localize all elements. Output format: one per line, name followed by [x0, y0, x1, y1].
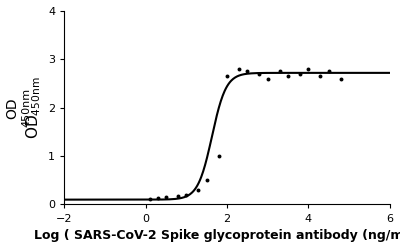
Text: OD: OD	[5, 97, 19, 119]
Point	[146, 197, 153, 201]
Y-axis label: $\mathregular{OD_{450nm}}$: $\mathregular{OD_{450nm}}$	[24, 76, 43, 139]
Text: 450nm: 450nm	[22, 88, 32, 127]
Point	[297, 72, 303, 76]
Point	[236, 67, 242, 71]
X-axis label: Log ( SARS-CoV-2 Spike glycoprotein antibody (ng/ml)): Log ( SARS-CoV-2 Spike glycoprotein anti…	[34, 229, 400, 242]
Point	[183, 193, 190, 197]
Point	[216, 154, 222, 158]
Point	[325, 69, 332, 73]
Point	[155, 196, 161, 200]
Point	[285, 74, 291, 78]
Point	[175, 194, 181, 198]
Point	[244, 69, 250, 73]
Point	[338, 77, 344, 81]
Point	[195, 188, 202, 192]
Point	[224, 74, 230, 78]
Point	[256, 72, 263, 76]
Point	[264, 77, 271, 81]
Point	[276, 69, 283, 73]
Point	[305, 67, 312, 71]
Point	[317, 74, 324, 78]
Point	[204, 178, 210, 182]
Point	[163, 195, 169, 199]
